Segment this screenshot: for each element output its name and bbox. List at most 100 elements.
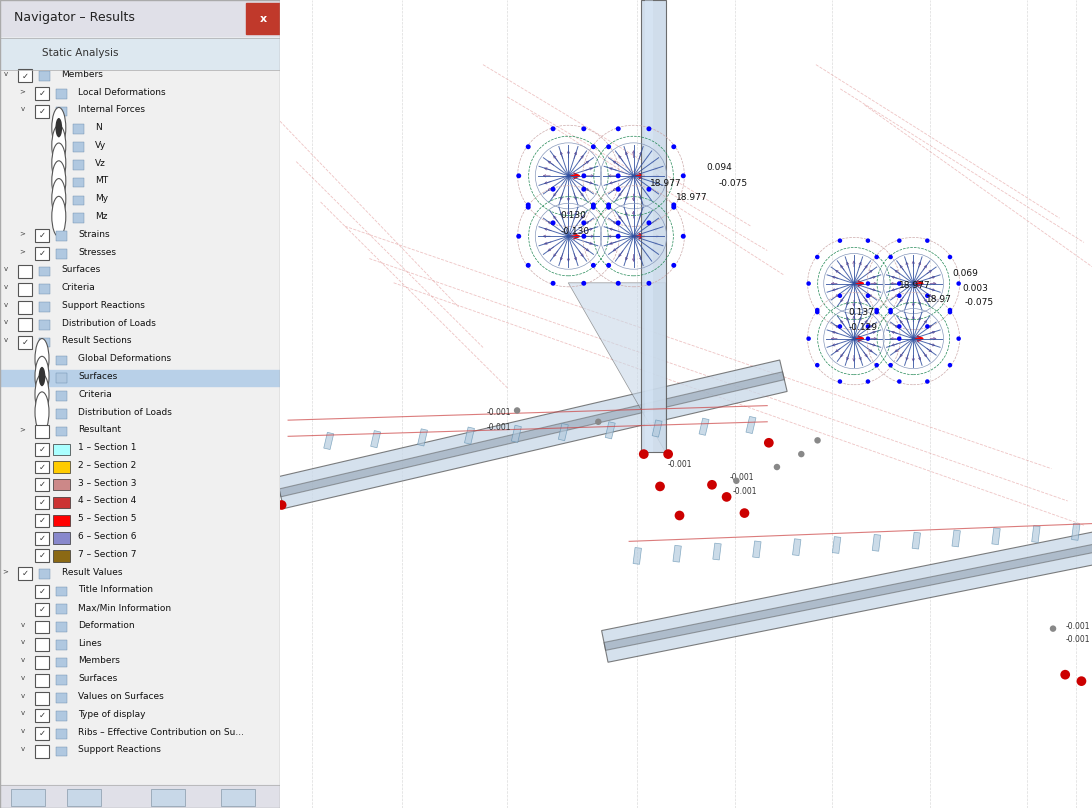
Circle shape (581, 126, 586, 131)
Circle shape (739, 508, 749, 518)
Text: 2 – Section 2: 2 – Section 2 (79, 461, 136, 470)
Text: v: v (21, 106, 24, 112)
Circle shape (581, 187, 586, 191)
Bar (35, 621, 49, 633)
Circle shape (35, 356, 49, 397)
Text: ✓: ✓ (22, 338, 28, 347)
Polygon shape (1071, 524, 1080, 541)
Text: Max/Min Information: Max/Min Information (79, 603, 171, 612)
Text: My: My (95, 194, 108, 204)
Text: ✓: ✓ (22, 71, 28, 81)
Circle shape (35, 339, 49, 379)
Circle shape (866, 293, 870, 298)
Circle shape (591, 263, 596, 267)
Circle shape (897, 281, 902, 286)
Text: v: v (21, 621, 24, 628)
Bar (56, 693, 68, 703)
Circle shape (646, 281, 652, 286)
Bar (35, 745, 49, 758)
Text: 18.977: 18.977 (899, 281, 930, 290)
Text: Criteria: Criteria (61, 283, 95, 292)
Text: Surfaces: Surfaces (61, 265, 100, 275)
Bar (39, 338, 50, 347)
Bar (56, 391, 68, 401)
Polygon shape (602, 529, 1092, 663)
Text: ✓: ✓ (38, 462, 46, 472)
Bar (54, 444, 70, 455)
Circle shape (675, 511, 685, 520)
Polygon shape (323, 432, 334, 449)
Bar (0, 370, 280, 386)
Polygon shape (276, 360, 787, 508)
Text: -0.001: -0.001 (667, 460, 692, 469)
Circle shape (616, 281, 620, 286)
Circle shape (51, 196, 66, 237)
Bar (54, 497, 70, 508)
Bar (35, 229, 49, 242)
Circle shape (550, 281, 556, 286)
Circle shape (591, 204, 596, 209)
Text: ✓: ✓ (38, 444, 46, 454)
Circle shape (897, 324, 902, 329)
Circle shape (517, 174, 521, 179)
Circle shape (948, 310, 952, 314)
Circle shape (51, 107, 66, 148)
Text: x: x (260, 14, 266, 23)
Text: ✓: ✓ (38, 480, 46, 490)
Circle shape (925, 238, 929, 243)
Circle shape (616, 234, 620, 238)
Circle shape (948, 363, 952, 368)
Text: -0.001: -0.001 (1066, 621, 1091, 630)
Text: ✓: ✓ (38, 711, 46, 721)
Bar (641, 0, 666, 452)
Bar (35, 674, 49, 687)
Bar (222, 789, 254, 806)
Circle shape (866, 336, 870, 341)
Circle shape (866, 379, 870, 384)
Bar (56, 249, 68, 259)
Text: Stresses: Stresses (79, 247, 117, 257)
Circle shape (525, 145, 531, 149)
Text: >: > (2, 568, 9, 574)
Circle shape (595, 419, 602, 425)
Text: Vy: Vy (95, 141, 106, 150)
Text: v: v (3, 319, 8, 326)
Circle shape (897, 293, 902, 298)
Circle shape (35, 374, 49, 415)
Text: ✓: ✓ (38, 551, 46, 561)
Circle shape (616, 126, 620, 131)
Bar (35, 443, 49, 456)
Text: 0.069: 0.069 (952, 269, 978, 278)
Bar (56, 711, 68, 721)
Bar (73, 124, 84, 134)
Bar (73, 142, 84, 152)
Circle shape (925, 324, 929, 329)
Text: 7 – Section 7: 7 – Section 7 (79, 549, 136, 559)
Polygon shape (793, 539, 800, 556)
Circle shape (581, 234, 586, 238)
Bar (19, 336, 32, 349)
Bar (19, 301, 32, 314)
Circle shape (672, 203, 676, 208)
Text: ✓: ✓ (38, 89, 46, 99)
Text: 3 – Section 3: 3 – Section 3 (79, 478, 136, 488)
Bar (35, 532, 49, 545)
Bar (54, 550, 70, 562)
Bar (35, 496, 49, 509)
Circle shape (680, 234, 686, 238)
Text: 0.137: 0.137 (848, 308, 875, 317)
Circle shape (51, 161, 66, 201)
Text: 0.003: 0.003 (962, 284, 988, 292)
Text: v: v (3, 70, 8, 77)
Circle shape (646, 126, 652, 131)
Bar (56, 89, 68, 99)
Circle shape (815, 363, 819, 368)
Text: v: v (21, 675, 24, 681)
Text: 18.977: 18.977 (676, 193, 708, 202)
Text: >: > (20, 230, 25, 237)
Circle shape (550, 187, 556, 191)
Bar (39, 267, 50, 276)
Text: ✓: ✓ (38, 498, 46, 507)
Circle shape (646, 187, 652, 191)
Text: N: N (95, 123, 102, 133)
